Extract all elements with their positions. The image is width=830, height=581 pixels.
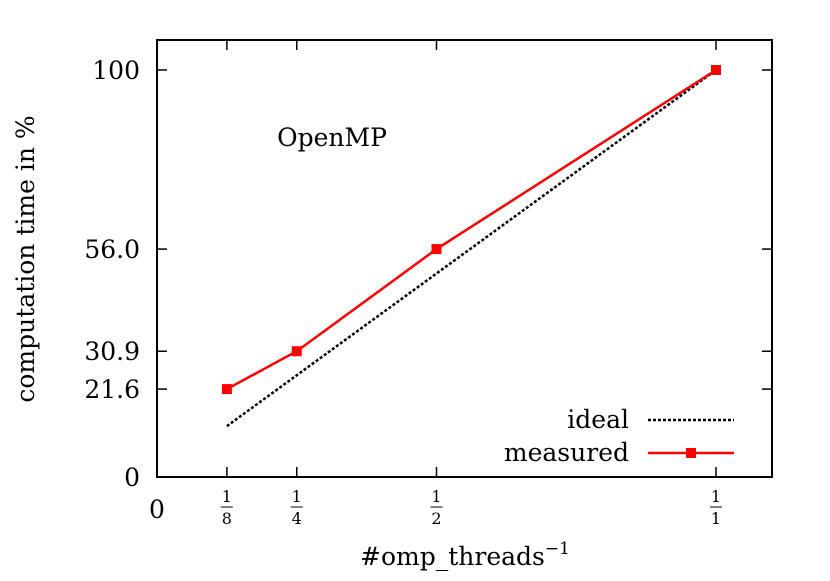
x-tick-label-numerator: 1 <box>711 487 721 506</box>
series-line-ideal <box>226 68 717 428</box>
chart-annotation: OpenMP <box>277 123 387 152</box>
plot-frame <box>156 39 773 478</box>
x-tick-label-numerator: 1 <box>222 487 232 506</box>
data-point-measured <box>711 65 721 75</box>
x-axis-title: #omp_threads−1 <box>360 539 570 571</box>
y-axis-title: computation time in % <box>11 115 40 402</box>
series-layer <box>221 65 721 428</box>
data-point-measured <box>221 384 232 395</box>
data-point-measured <box>291 346 302 357</box>
x-axis-title-superscript: −1 <box>545 539 570 559</box>
legend: ideal measured <box>504 405 734 467</box>
x-tick-label-denominator: 2 <box>431 509 441 528</box>
series-line-measured <box>226 68 717 391</box>
x-axis-title-main: #omp_threads <box>360 542 545 571</box>
y-tick-label: 100 <box>92 56 140 85</box>
y-tick-label: 30.9 <box>84 337 140 366</box>
legend-swatch-measured-marker <box>686 448 696 458</box>
x-tick-label-numerator: 1 <box>292 487 302 506</box>
x-tick-label-denominator: 4 <box>292 509 302 528</box>
x-tick-label-denominator: 8 <box>222 509 232 528</box>
y-tick-label: 56.0 <box>84 235 140 264</box>
x-tick-label-denominator: 1 <box>711 509 721 528</box>
y-tick-label: 21.6 <box>84 375 140 404</box>
x-tick-label-numerator: 1 <box>431 487 441 506</box>
y-axis-ticks: 0 21.6 30.9 56.0 100 <box>84 56 772 492</box>
x-axis-ticks: 1 8 1 4 1 2 1 1 <box>220 40 722 528</box>
legend-label-measured: measured <box>504 438 629 467</box>
data-point-measured <box>431 244 442 255</box>
x-origin-label: 0 <box>149 495 165 524</box>
legend-label-ideal: ideal <box>567 405 629 434</box>
y-tick-label: 0 <box>124 463 140 492</box>
